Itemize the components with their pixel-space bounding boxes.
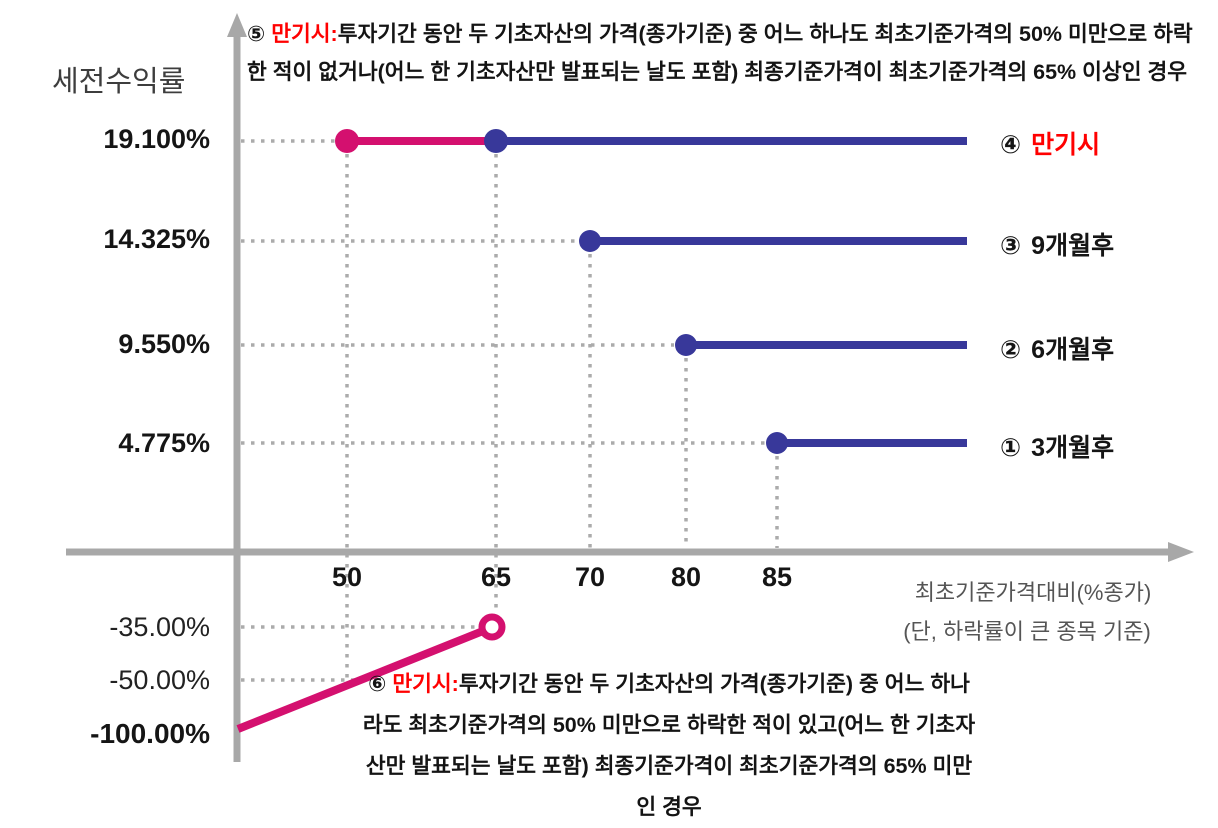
legend-9m-number: ③ bbox=[1000, 232, 1022, 260]
x-tick-50: 50 bbox=[331, 562, 363, 592]
x-axis-title-line1: 최초기준가격대비(%종가) bbox=[914, 580, 1152, 605]
dot-maturity-50 bbox=[335, 129, 359, 153]
legend-6-months: ② 6개월후 bbox=[1000, 330, 1114, 366]
loss-line bbox=[236, 625, 490, 733]
legend-3m-number: ① bbox=[1000, 434, 1022, 462]
annotation-condition-6: ⑥ 만기시:투자기간 동안 두 기초자산의 가격(종가기준) 중 어느 하나라도 … bbox=[360, 664, 978, 828]
x-tick-65: 65 bbox=[480, 562, 512, 592]
y-axis-arrowhead-icon bbox=[227, 13, 247, 37]
annotation-5-keyword: 만기시: bbox=[271, 22, 338, 46]
annotation-5-body: 투자기간 동안 두 기초자산의 가격(종가기준) 중 어느 하나도 최초기준가격… bbox=[247, 22, 1193, 84]
legend-6m-number: ② bbox=[1000, 336, 1022, 364]
legend-maturity-number: ④ bbox=[1000, 131, 1022, 159]
y-axis-title: 세전수익률 bbox=[52, 66, 186, 98]
legend-9m-label: 9개월후 bbox=[1031, 232, 1115, 260]
y-tick-19100: 19.100% bbox=[103, 124, 210, 154]
dot-9m-70 bbox=[579, 230, 601, 252]
x-axis-title-line2: (단, 하락률이 큰 종목 기준) bbox=[903, 619, 1151, 644]
y-tick-14325: 14.325% bbox=[103, 224, 210, 254]
annotation-6-body: 투자기간 동안 두 기초자산의 가격(종가기준) 중 어느 하나라도 최초기준가… bbox=[362, 672, 976, 819]
y-tick-minus35: -35.00% bbox=[109, 612, 210, 642]
x-tick-85: 85 bbox=[761, 562, 793, 592]
dot-6m-80 bbox=[675, 334, 697, 356]
annotation-5-number: ⑤ bbox=[247, 22, 266, 46]
dot-maturity-65 bbox=[484, 129, 508, 153]
payoff-chart-canvas bbox=[66, 13, 1194, 762]
y-tick-minus100: -100.00% bbox=[90, 718, 210, 749]
y-tick-4775: 4.775% bbox=[118, 428, 210, 458]
x-axis-arrowhead-icon bbox=[1168, 542, 1194, 562]
dot-3m-85 bbox=[766, 432, 788, 454]
legend-3-months: ① 3개월후 bbox=[1000, 428, 1114, 464]
open-circle-65-minus35 bbox=[478, 613, 506, 641]
legend-3m-label: 3개월후 bbox=[1031, 434, 1115, 462]
annotation-condition-5: ⑤ 만기시:투자기간 동안 두 기초자산의 가격(종가기준) 중 어느 하나도 최… bbox=[247, 15, 1210, 91]
legend-6m-label: 6개월후 bbox=[1031, 336, 1115, 364]
legend-9-months: ③ 9개월후 bbox=[1000, 226, 1114, 262]
legend-maturity-label: 만기시 bbox=[1031, 131, 1101, 159]
legend-maturity: ④ 만기시 bbox=[1000, 125, 1100, 161]
x-tick-70: 70 bbox=[574, 562, 606, 592]
y-tick-minus50: -50.00% bbox=[109, 665, 210, 695]
annotation-6-number: ⑥ bbox=[368, 672, 387, 696]
x-tick-80: 80 bbox=[670, 562, 702, 592]
y-tick-9550: 9.550% bbox=[118, 329, 210, 359]
annotation-6-keyword: 만기시: bbox=[392, 672, 459, 696]
dotted-guides bbox=[241, 139, 779, 683]
